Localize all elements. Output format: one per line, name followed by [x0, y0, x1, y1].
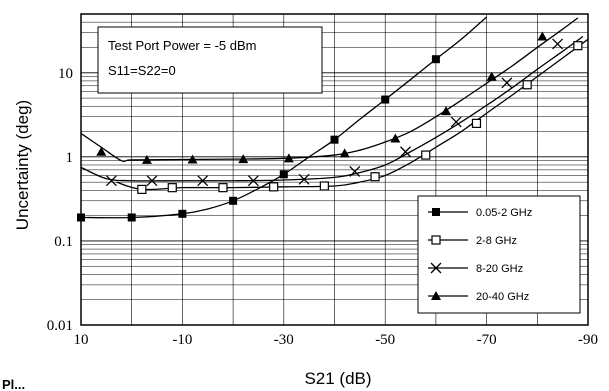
y-tick-label: 10 [58, 66, 73, 82]
series-1-point [431, 55, 440, 64]
y-tick-label: 0.1 [54, 234, 73, 250]
series-4-point [339, 148, 350, 158]
series-3-point [298, 173, 310, 185]
legend-marker [432, 208, 440, 216]
y-tick-label: 0.01 [47, 318, 73, 334]
x-tick-label: 10 [74, 332, 89, 348]
annotation-box: Test Port Power = -5 dBm S11=S22=0 [97, 26, 323, 94]
series-2-point [269, 182, 279, 192]
legend-marker [431, 235, 441, 245]
legend-entry: 8-20 GHz [428, 262, 523, 275]
series-1-point [381, 95, 390, 104]
series-3-point [105, 175, 117, 187]
y-tick-label: 1 [66, 150, 74, 166]
legend-marker [430, 262, 442, 274]
x-tick-label: -90 [578, 332, 598, 348]
series-3-point [349, 166, 361, 177]
series-2-point [167, 183, 177, 193]
series-1-point [229, 196, 238, 205]
series-3-point [501, 77, 513, 89]
series-line-4 [81, 17, 579, 163]
series-4-point [537, 31, 548, 41]
x-tick-label: -50 [375, 332, 395, 348]
y-tick-labels: 0.01 0.1 1 10 [47, 66, 73, 334]
series-4-point [141, 154, 152, 164]
series-2-point [218, 183, 228, 193]
x-tick-label: -10 [172, 332, 192, 348]
series-2-point [421, 150, 431, 160]
series-2-point [370, 172, 380, 182]
series-2-point [319, 181, 329, 191]
series-3-point [400, 146, 411, 158]
series-2-point [573, 41, 583, 51]
series-markers [77, 31, 583, 222]
legend-label: 20-40 GHz [476, 291, 529, 303]
series-3-point [450, 116, 462, 128]
series-1-point [127, 213, 136, 222]
series-1-point [178, 209, 187, 218]
series-2-point [522, 80, 532, 90]
series-4-point [390, 133, 401, 143]
legend: 0.05-2 GHz 2-8 GHz 8-20 GHz 20-40 GHz [417, 195, 581, 314]
series-4-point [187, 154, 198, 164]
legend-entry: 0.05-2 GHz [428, 207, 532, 219]
series-3-point [146, 175, 158, 187]
series-1-point [330, 135, 339, 144]
series-4-point [441, 106, 452, 116]
annotation-line-1: Test Port Power = -5 dBm [108, 38, 256, 53]
series-2-point [471, 118, 482, 128]
series-1-point [279, 170, 288, 179]
series-4-point [96, 146, 107, 156]
series-3-point [552, 38, 564, 50]
annotation-line-2: S11=S22=0 [108, 63, 176, 78]
series-3-point [197, 175, 209, 187]
legend-marker [431, 291, 441, 300]
series-3-point [247, 175, 259, 187]
x-tick-label: -30 [274, 332, 294, 348]
x-tick-label: -70 [477, 332, 497, 348]
x-axis-label: S21 (dB) [304, 369, 371, 388]
legend-entry: 2-8 GHz [428, 235, 517, 247]
series-4-point [283, 153, 294, 163]
series-4-point [238, 154, 249, 164]
legend-label: 0.05-2 GHz [476, 207, 532, 219]
legend-label: 8-20 GHz [476, 263, 523, 275]
legend-entry: 20-40 GHz [428, 291, 529, 303]
series-2-point [137, 184, 147, 195]
x-tick-labels: 10 -10 -30 -50 -70 -90 [74, 332, 599, 348]
legend-label: 2-8 GHz [476, 235, 517, 247]
page-fragment-text: Pl... [2, 377, 25, 391]
series-4-point [486, 71, 497, 81]
series-line-3 [81, 35, 584, 182]
y-axis-label: Uncertainty (deg) [13, 100, 32, 230]
plot-frame [80, 13, 589, 326]
